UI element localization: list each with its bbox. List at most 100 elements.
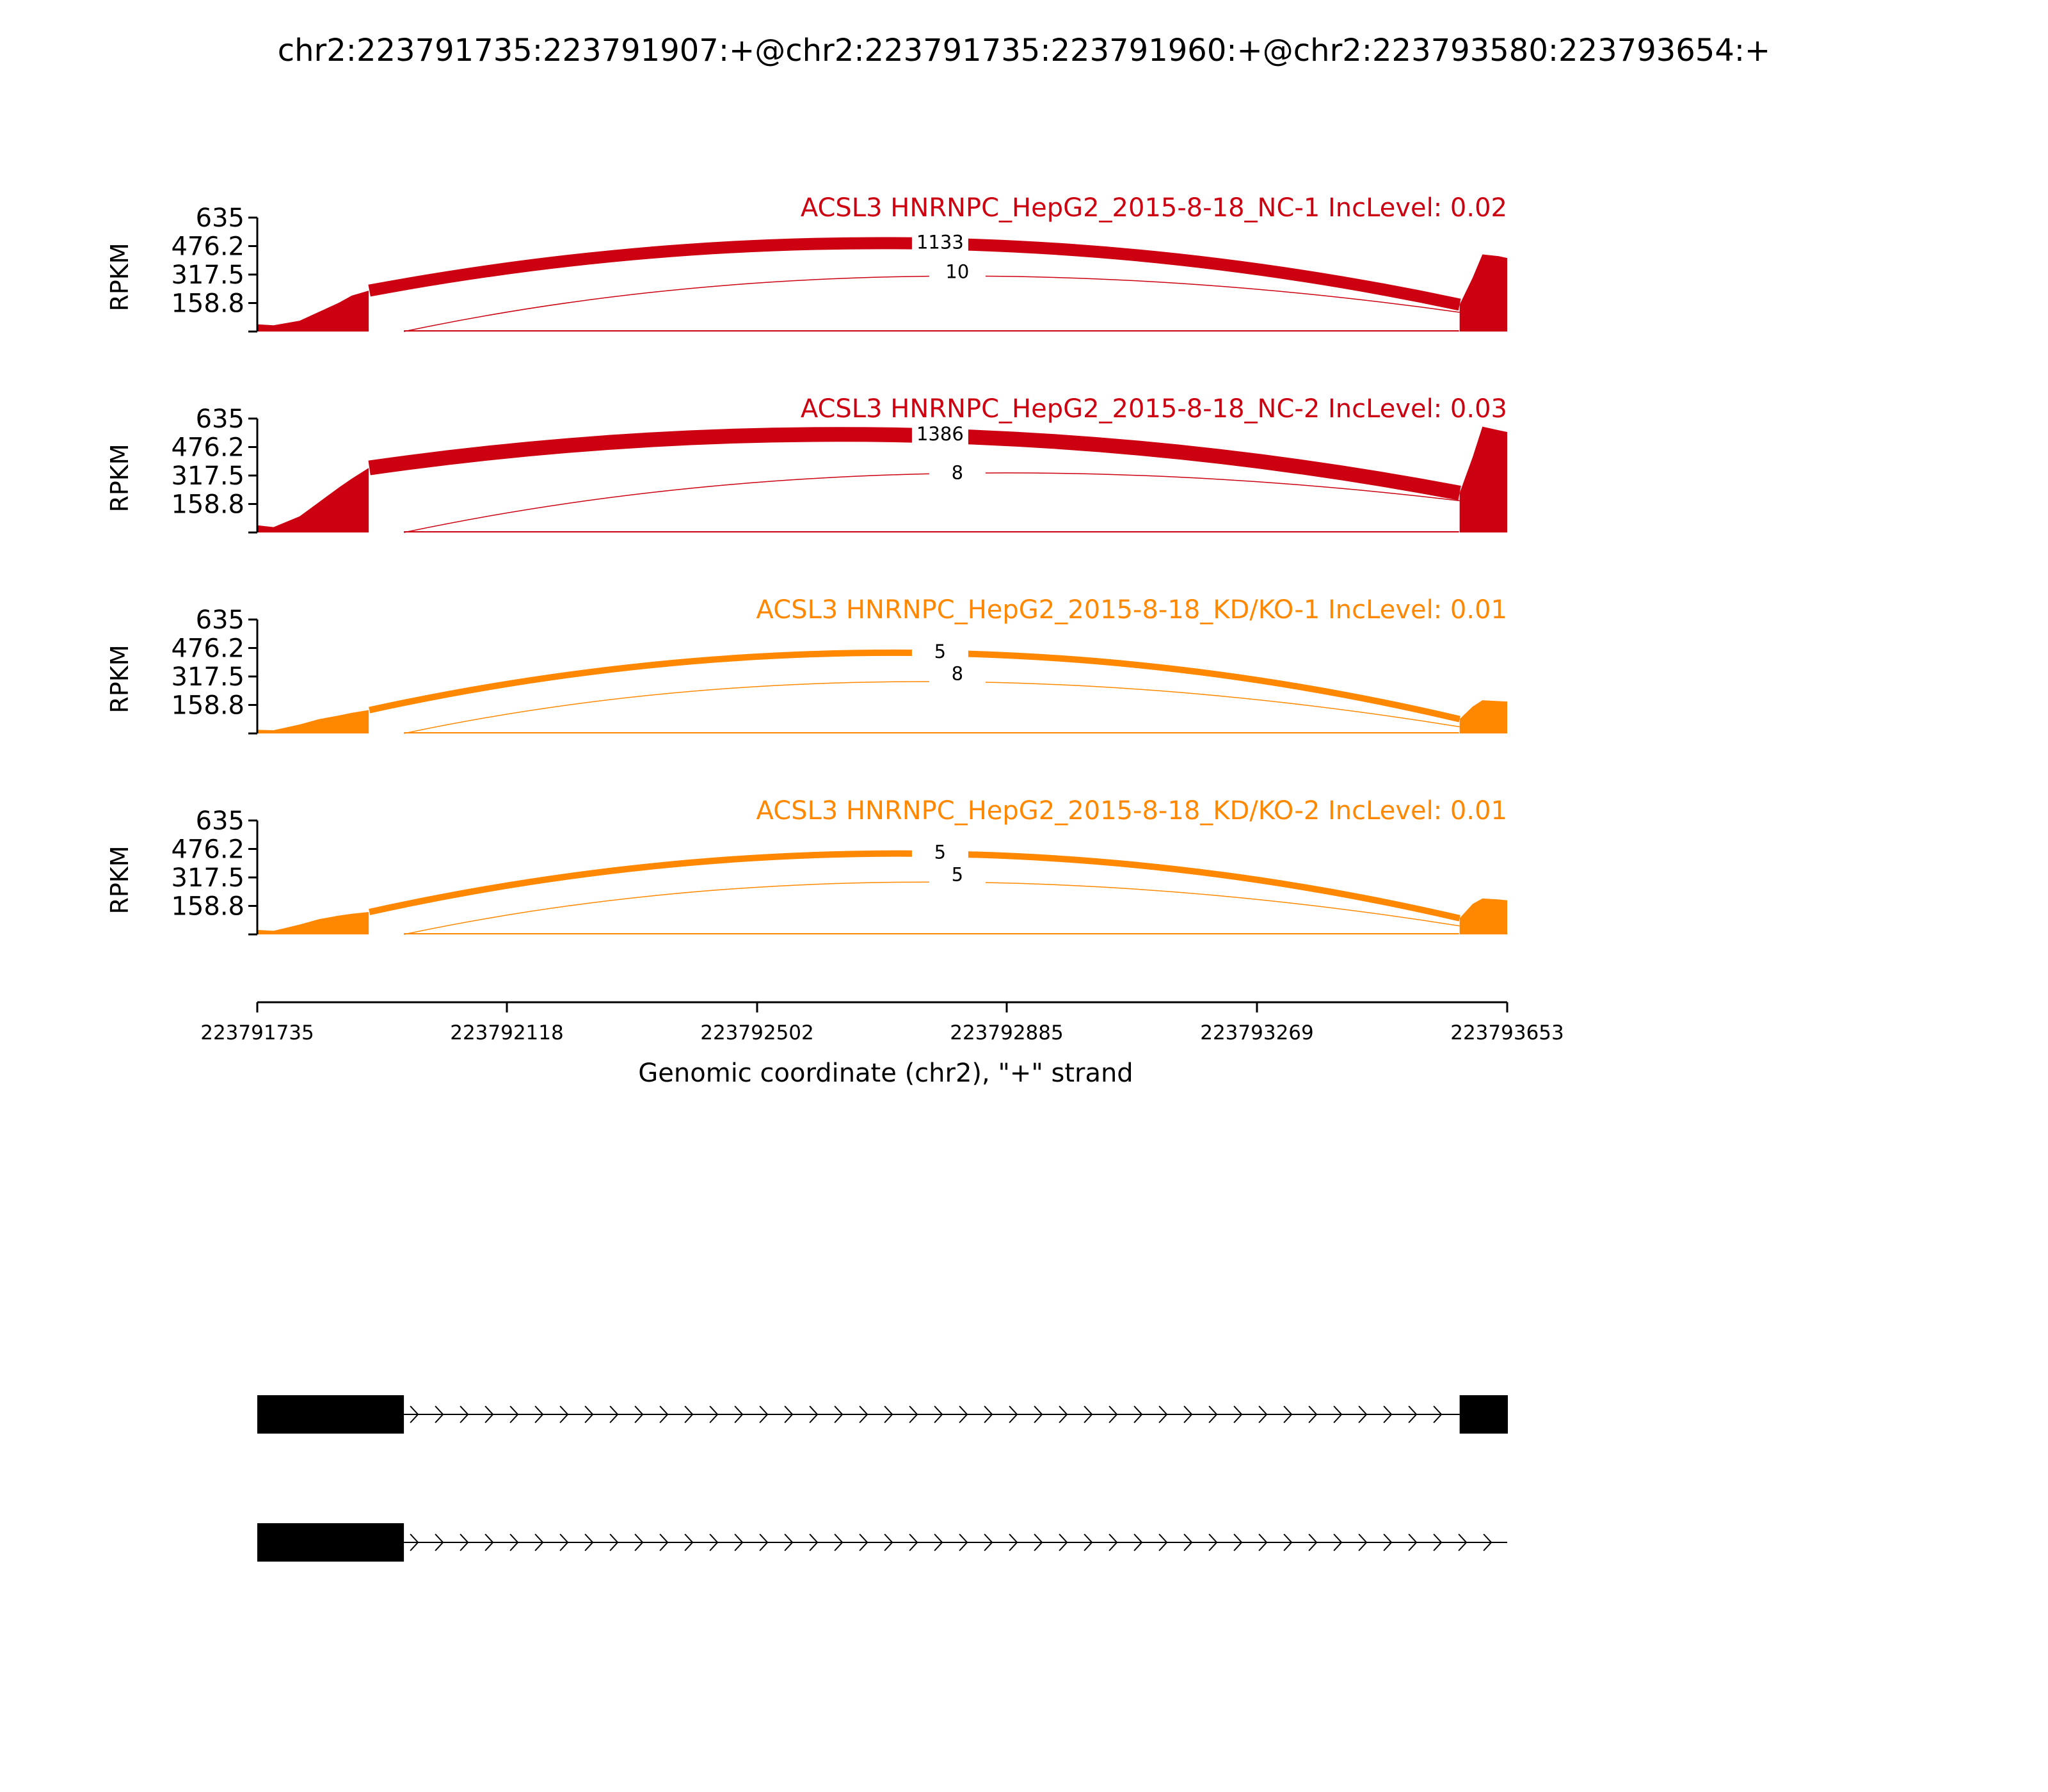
strand-arrow bbox=[659, 1405, 669, 1423]
strand-arrow bbox=[509, 1405, 519, 1423]
exon-block bbox=[1459, 1395, 1508, 1434]
x-axis-label: Genomic coordinate (chr2), "+" strand bbox=[638, 1059, 1133, 1088]
junction-label-box bbox=[911, 639, 968, 665]
junction-label: 5 bbox=[934, 842, 946, 863]
strand-arrow bbox=[759, 1405, 769, 1423]
y-axis-label: RPKM bbox=[106, 845, 134, 914]
y-tick-label: 158.8 bbox=[171, 691, 244, 720]
strand-arrow bbox=[584, 1533, 594, 1551]
y-tick-label: 635 bbox=[196, 204, 244, 233]
x-tick-label: 223792502 bbox=[700, 1021, 814, 1044]
strand-arrow bbox=[1034, 1533, 1043, 1551]
strand-arrow bbox=[1059, 1533, 1068, 1551]
x-tick-label: 223792118 bbox=[450, 1021, 564, 1044]
junction-arc bbox=[403, 881, 1460, 935]
coverage-exon3-1 bbox=[1459, 254, 1507, 332]
sample-label: ACSL3 HNRNPC_HepG2_2015-8-18_KD/KO-1 Inc… bbox=[756, 595, 1507, 625]
strand-arrow bbox=[859, 1405, 868, 1423]
junction-label-box bbox=[929, 460, 986, 486]
y-tick-label: 476.2 bbox=[171, 835, 244, 865]
strand-arrow bbox=[1483, 1533, 1492, 1551]
strand-arrow bbox=[634, 1533, 644, 1551]
junction-label: 10 bbox=[945, 260, 969, 282]
strand-arrow bbox=[759, 1533, 769, 1551]
junction-arc bbox=[403, 472, 1460, 533]
y-tick-label: 476.2 bbox=[171, 232, 244, 262]
strand-arrow bbox=[460, 1533, 469, 1551]
x-tick-label: 223792885 bbox=[950, 1021, 1064, 1044]
junction-label: 5 bbox=[934, 641, 946, 662]
y-tick-label: 317.5 bbox=[171, 662, 244, 692]
strand-arrow bbox=[834, 1533, 844, 1551]
strand-arrow bbox=[534, 1405, 544, 1423]
isoform-track bbox=[257, 1395, 1508, 1434]
isoform-models bbox=[257, 1395, 1508, 1562]
strand-arrow bbox=[709, 1533, 719, 1551]
strand-arrow bbox=[1433, 1533, 1443, 1551]
junction-arc bbox=[403, 275, 1460, 332]
strand-arrow bbox=[559, 1405, 569, 1423]
strand-arrow bbox=[1308, 1405, 1318, 1423]
strand-arrow bbox=[709, 1405, 719, 1423]
junction-label-box bbox=[911, 839, 968, 865]
strand-arrow bbox=[1358, 1405, 1368, 1423]
strand-arrow bbox=[410, 1533, 419, 1551]
exon-block bbox=[257, 1523, 404, 1562]
x-tick-label: 223791735 bbox=[200, 1021, 314, 1044]
strand-arrow bbox=[684, 1533, 694, 1551]
strand-arrow bbox=[1084, 1405, 1093, 1423]
strand-arrow bbox=[460, 1405, 469, 1423]
strand-arrow bbox=[1108, 1533, 1118, 1551]
junction-label: 1133 bbox=[916, 231, 964, 253]
strand-arrow bbox=[1408, 1405, 1418, 1423]
strand-arrow bbox=[534, 1533, 544, 1551]
coverage-exon1-4 bbox=[257, 911, 369, 934]
strand-arrow bbox=[509, 1533, 519, 1551]
strand-arrow bbox=[1358, 1533, 1368, 1551]
strand-arrow bbox=[1408, 1533, 1418, 1551]
junction-label-box bbox=[929, 259, 986, 285]
y-tick-label: 635 bbox=[196, 404, 244, 434]
junction-label: 5 bbox=[952, 863, 963, 885]
coverage-exon3-3 bbox=[1459, 700, 1507, 733]
strand-arrow bbox=[1258, 1533, 1268, 1551]
strand-arrow bbox=[435, 1405, 444, 1423]
strand-arrow bbox=[659, 1533, 669, 1551]
strand-arrow bbox=[1158, 1533, 1168, 1551]
strand-arrow bbox=[959, 1533, 968, 1551]
y-tick-label: 158.8 bbox=[171, 490, 244, 519]
junction-label-box bbox=[911, 229, 968, 255]
strand-arrow bbox=[1084, 1533, 1093, 1551]
y-axis-label: RPKM bbox=[106, 243, 134, 311]
strand-arrow bbox=[484, 1533, 494, 1551]
junction-label-box bbox=[929, 861, 986, 888]
strand-arrow bbox=[834, 1405, 844, 1423]
strand-arrow bbox=[859, 1533, 868, 1551]
strand-arrow bbox=[734, 1533, 744, 1551]
y-tick-label: 158.8 bbox=[171, 289, 244, 318]
strand-arrow bbox=[435, 1533, 444, 1551]
junction-label-box bbox=[929, 660, 986, 687]
strand-arrow bbox=[1183, 1533, 1193, 1551]
strand-arrow bbox=[1208, 1405, 1218, 1423]
strand-arrow bbox=[1158, 1405, 1168, 1423]
strand-arrow bbox=[1433, 1405, 1443, 1423]
sample-label: ACSL3 HNRNPC_HepG2_2015-8-18_KD/KO-2 Inc… bbox=[756, 796, 1507, 826]
strand-arrow bbox=[1383, 1533, 1393, 1551]
y-axis-label: RPKM bbox=[106, 444, 134, 512]
exon-block bbox=[257, 1395, 404, 1434]
strand-arrow bbox=[1383, 1405, 1393, 1423]
strand-arrow bbox=[609, 1533, 619, 1551]
strand-arrow bbox=[1108, 1405, 1118, 1423]
strand-arrow bbox=[1133, 1405, 1143, 1423]
y-tick-label: 317.5 bbox=[171, 260, 244, 290]
y-axis-label: RPKM bbox=[106, 644, 134, 713]
coverage-exon3-2 bbox=[1459, 426, 1507, 532]
y-tick-label: 476.2 bbox=[171, 433, 244, 463]
y-tick-label: 158.8 bbox=[171, 892, 244, 921]
strand-arrow bbox=[559, 1533, 569, 1551]
